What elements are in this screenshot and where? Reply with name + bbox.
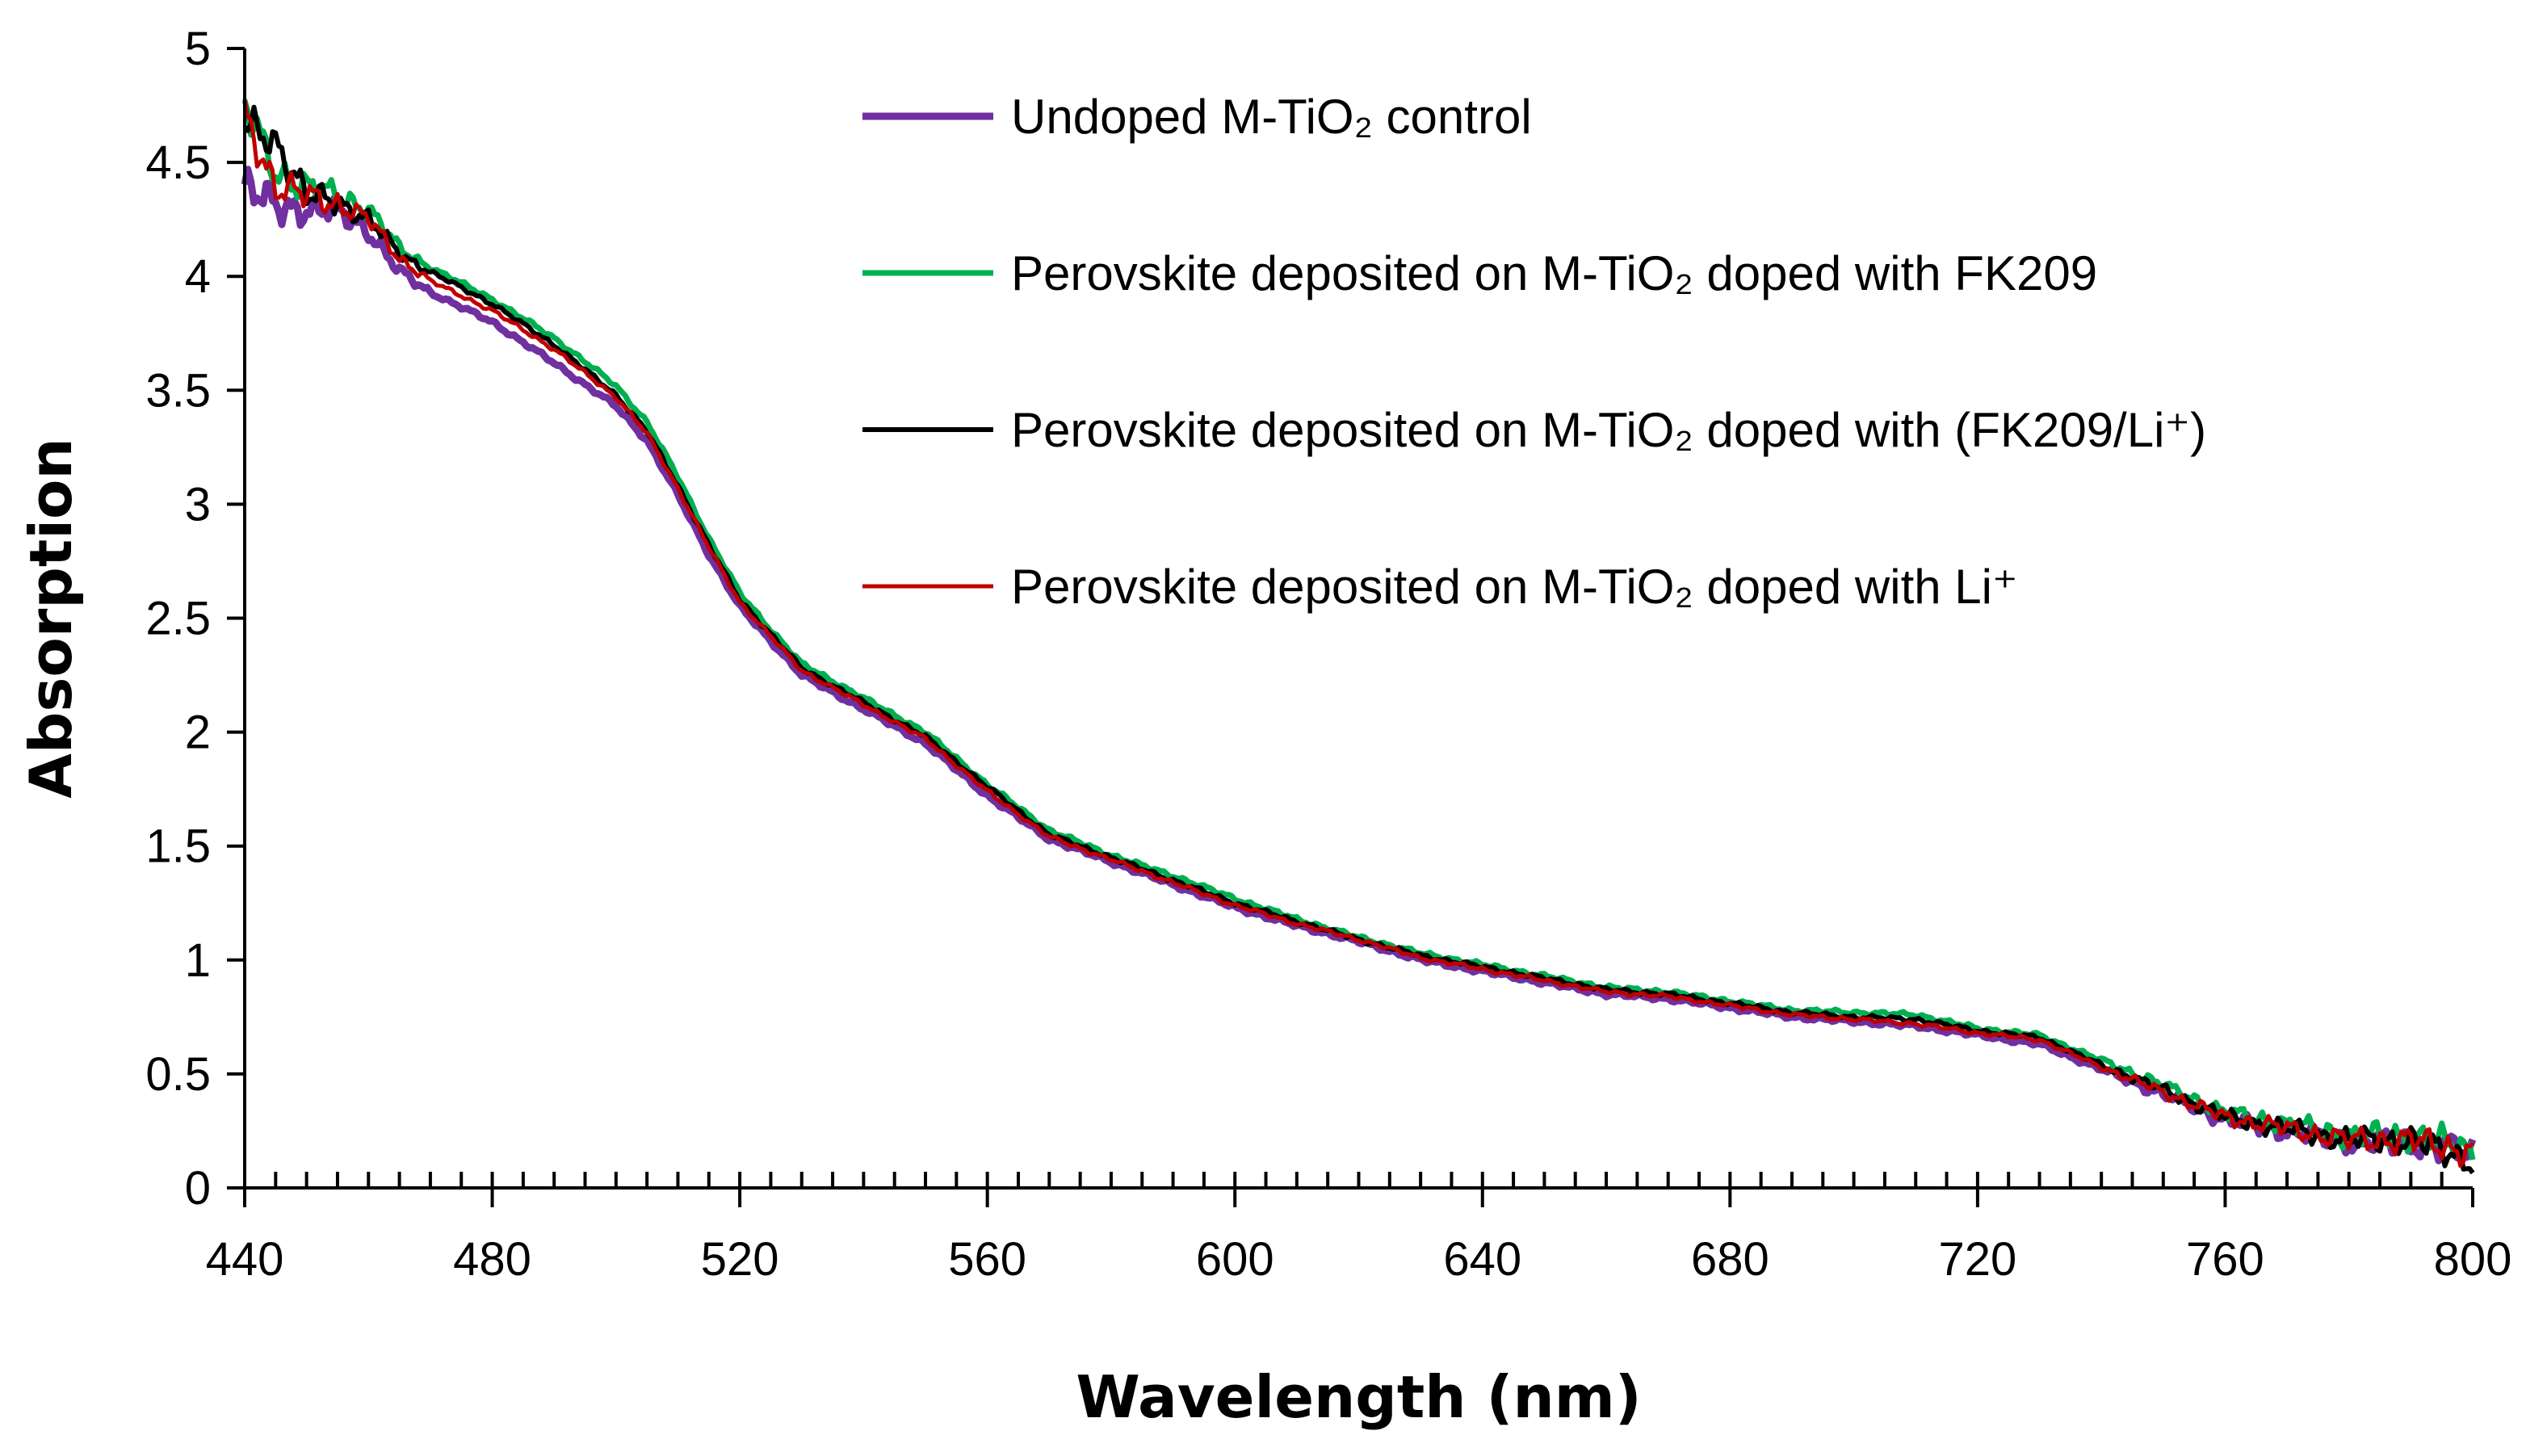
y-tick-label: 2.5 [145, 593, 211, 645]
legend-label: Perovskite deposited on M-TiO₂ doped wit… [1011, 246, 2097, 300]
y-tick-label: 2 [185, 707, 211, 759]
y-tick-label: 1 [185, 934, 211, 987]
legend-label: Undoped M-TiO₂ control [1011, 90, 1532, 144]
axes-layer [243, 48, 2473, 1190]
ticks-layer: 0 0.5 1 1.5 2 2.5 3 3.5 4 4.5 5 440 480 520 560 600 640 6… [145, 23, 2511, 1286]
legend-item: Perovskite deposited on M-TiO₂ doped wit… [862, 560, 2018, 614]
x-tick-label: 640 [1443, 1233, 1521, 1286]
x-tick-label: 800 [2434, 1233, 2512, 1286]
series-line [241, 166, 2477, 1164]
legend-label: Perovskite deposited on M-TiO₂ doped wit… [1011, 403, 2206, 457]
legend-label: Perovskite deposited on M-TiO₂ doped wit… [1011, 560, 2018, 614]
x-tick-label: 680 [1691, 1233, 1769, 1286]
x-tick-label: 760 [2186, 1233, 2264, 1286]
y-tick-label: 0.5 [145, 1048, 211, 1101]
x-tick-label: 480 [453, 1233, 531, 1286]
legend-item: Undoped M-TiO₂ control [862, 90, 1532, 144]
y-tick-label: 4 [185, 250, 211, 303]
x-tick-label: 560 [948, 1233, 1026, 1286]
y-tick-label: 4.5 [145, 136, 211, 189]
x-tick-label: 520 [701, 1233, 779, 1286]
x-tick-label: 720 [1938, 1233, 2016, 1286]
y-axis-title: Absorption [17, 438, 85, 798]
legend: Undoped M-TiO₂ control Perovskite deposit… [862, 90, 2206, 614]
y-tick-label: 3 [185, 478, 211, 531]
x-axis-title: Wavelength (nm) [1076, 1363, 1641, 1431]
y-tick-label: 3.5 [145, 364, 211, 417]
legend-item: Perovskite deposited on M-TiO₂ doped wit… [862, 246, 2097, 300]
x-tick-label: 600 [1196, 1233, 1274, 1286]
y-tick-label: 1.5 [145, 820, 211, 873]
series-layer [241, 99, 2477, 1175]
x-tick-label: 440 [206, 1233, 284, 1286]
legend-item: Perovskite deposited on M-TiO₂ doped wit… [862, 403, 2206, 457]
y-tick-label: 5 [185, 23, 211, 75]
series-line [242, 99, 2474, 1169]
y-tick-label: 0 [185, 1162, 211, 1215]
